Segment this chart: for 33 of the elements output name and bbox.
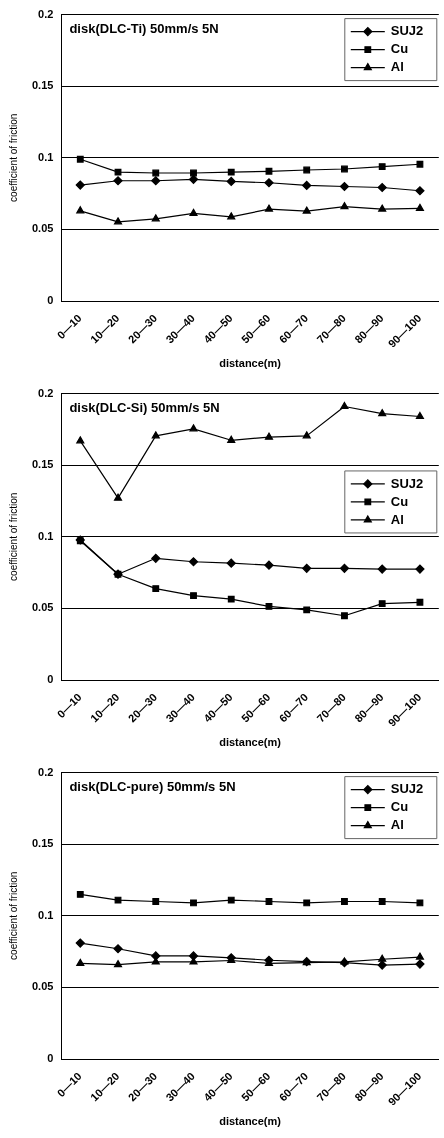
y-tick-label: 0.1 (38, 529, 54, 542)
legend-label: Al (390, 817, 404, 833)
legend-label: Al (390, 511, 404, 527)
legend-label: Al (390, 59, 404, 75)
y-tick-label: 0.2 (38, 765, 54, 778)
legend-label: SUJ2 (390, 23, 424, 39)
y-tick-label: 0.05 (31, 222, 54, 235)
legend-label: SUJ2 (390, 475, 424, 491)
x-axis-title: distance(m) (219, 736, 282, 749)
legend-label: SUJ2 (390, 781, 424, 797)
y-tick-label: 0.15 (31, 79, 54, 92)
legend-label: Cu (390, 493, 409, 509)
y-tick-label: 0.05 (31, 980, 54, 993)
y-tick-label: 0 (47, 673, 54, 686)
x-axis-title: distance(m) (219, 1115, 282, 1128)
y-tick-label: 0.15 (31, 458, 54, 471)
y-tick-label: 0 (47, 1052, 54, 1065)
y-tick-label: 0.05 (31, 601, 54, 614)
y-axis-title: coefficient of friction (7, 113, 19, 202)
y-axis-title: coefficient of friction (7, 871, 19, 960)
legend-label: Cu (390, 41, 409, 57)
legend-label: Cu (390, 799, 409, 815)
y-axis-title: coefficient of friction (7, 492, 19, 581)
y-tick-label: 0.2 (38, 7, 54, 20)
y-tick-label: 0 (47, 294, 54, 307)
y-tick-label: 0.1 (38, 150, 54, 163)
x-axis-title: distance(m) (219, 357, 282, 370)
y-tick-label: 0.2 (38, 386, 54, 399)
text: disk(DLC-pure) 50mm/s 5N (69, 778, 236, 794)
y-tick-label: 0.1 (38, 908, 54, 921)
y-tick-label: 0.15 (31, 837, 54, 850)
text: disk(DLC-Si) 50mm/s 5N (69, 399, 220, 415)
text: disk(DLC-Ti) 50mm/s 5N (69, 20, 219, 36)
